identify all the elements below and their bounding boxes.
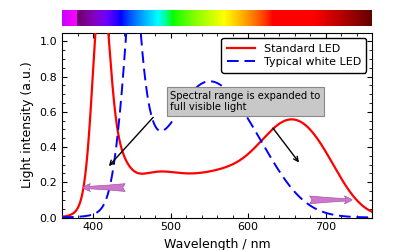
Standard LED	[178, 172, 183, 174]
Standard LED	[370, 210, 374, 213]
Standard LED	[114, 116, 118, 119]
Standard LED	[95, 4, 100, 7]
Line: Typical white LED: Typical white LED	[62, 0, 372, 218]
Typical white LED	[113, 149, 118, 152]
Typical white LED	[178, 106, 183, 110]
Typical white LED	[192, 88, 197, 91]
Y-axis label: Light intensity (a.u.): Light intensity (a.u.)	[21, 62, 34, 188]
Typical white LED	[95, 211, 100, 214]
Standard LED	[60, 215, 64, 218]
Standard LED	[330, 162, 335, 165]
Standard LED	[192, 172, 197, 175]
X-axis label: Wavelength / nm: Wavelength / nm	[164, 238, 270, 250]
Standard LED	[364, 207, 368, 210]
Typical white LED	[370, 216, 374, 219]
Text: Spectral range is expanded to
full visible light: Spectral range is expanded to full visib…	[170, 91, 321, 112]
Typical white LED	[60, 216, 64, 219]
Legend: Standard LED, Typical white LED: Standard LED, Typical white LED	[222, 38, 366, 72]
Typical white LED	[330, 213, 335, 216]
Typical white LED	[364, 216, 368, 219]
Line: Standard LED: Standard LED	[62, 0, 372, 217]
